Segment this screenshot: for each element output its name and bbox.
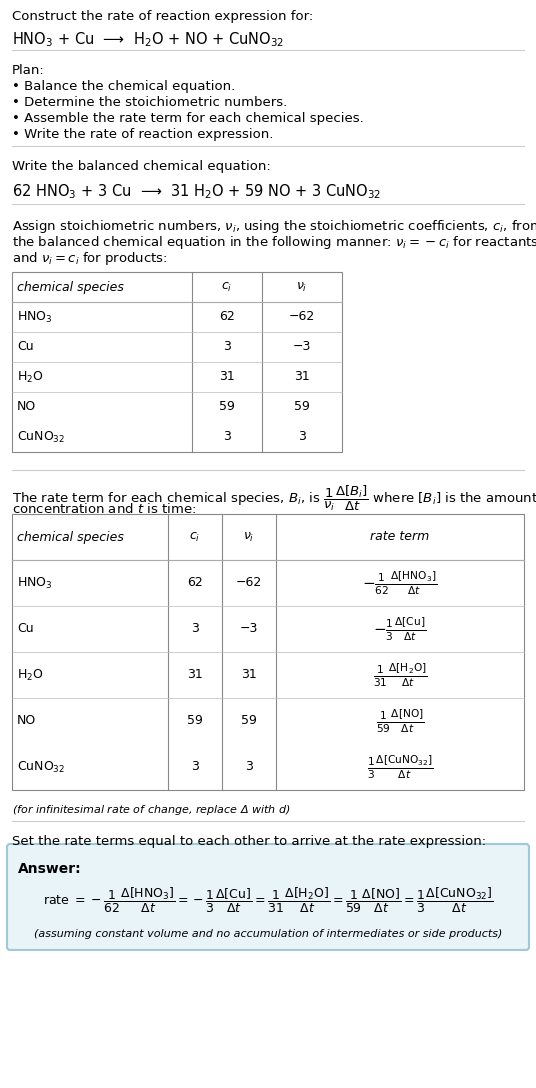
Text: $-\frac{1}{3}\frac{\Delta[\mathrm{Cu}]}{\Delta t}$: $-\frac{1}{3}\frac{\Delta[\mathrm{Cu}]}{… [374,615,427,643]
Text: Assign stoichiometric numbers, $\nu_i$, using the stoichiometric coefficients, $: Assign stoichiometric numbers, $\nu_i$, … [12,218,536,235]
Text: HNO$_3$: HNO$_3$ [17,309,53,324]
Text: CuNO$_{32}$: CuNO$_{32}$ [17,759,65,775]
Text: 31: 31 [187,668,203,681]
Text: • Determine the stoichiometric numbers.: • Determine the stoichiometric numbers. [12,96,287,109]
Text: Answer:: Answer: [18,862,81,876]
Text: $\frac{1}{3}\frac{\Delta[\mathrm{CuNO_{32}}]}{\Delta t}$: $\frac{1}{3}\frac{\Delta[\mathrm{CuNO_{3… [367,753,434,781]
Text: −3: −3 [293,341,311,354]
Text: CuNO$_{32}$: CuNO$_{32}$ [17,430,65,445]
Text: 62: 62 [219,310,235,323]
Text: chemical species: chemical species [17,281,124,294]
Text: The rate term for each chemical species, $B_i$, is $\dfrac{1}{\nu_i}\dfrac{\Delt: The rate term for each chemical species,… [12,484,536,514]
Text: 62: 62 [187,577,203,590]
Text: 59: 59 [219,400,235,413]
Text: 59: 59 [241,715,257,728]
Text: 62 HNO$_3$ + 3 Cu  ⟶  31 H$_2$O + 59 NO + 3 CuNO$_{32}$: 62 HNO$_3$ + 3 Cu ⟶ 31 H$_2$O + 59 NO + … [12,182,381,200]
Text: 31: 31 [219,371,235,383]
Text: 31: 31 [294,371,310,383]
Text: chemical species: chemical species [17,531,124,544]
Text: NO: NO [17,400,36,413]
Text: $\nu_i$: $\nu_i$ [296,281,308,294]
Text: −3: −3 [240,622,258,635]
Text: • Assemble the rate term for each chemical species.: • Assemble the rate term for each chemic… [12,112,364,125]
Text: rate $= -\dfrac{1}{62}\dfrac{\Delta[\mathrm{HNO_3}]}{\Delta t} = -\dfrac{1}{3}\d: rate $= -\dfrac{1}{62}\dfrac{\Delta[\mat… [43,886,493,915]
Text: and $\nu_i = c_i$ for products:: and $\nu_i = c_i$ for products: [12,250,168,267]
Text: HNO$_3$: HNO$_3$ [17,576,53,591]
Text: HNO$_3$ + Cu  ⟶  H$_2$O + NO + CuNO$_{32}$: HNO$_3$ + Cu ⟶ H$_2$O + NO + CuNO$_{32}$ [12,30,284,49]
Text: 31: 31 [241,668,257,681]
Text: 3: 3 [223,341,231,354]
Text: $c_i$: $c_i$ [221,281,233,294]
Text: Construct the rate of reaction expression for:: Construct the rate of reaction expressio… [12,10,313,23]
Text: Plan:: Plan: [12,64,44,77]
Text: 59: 59 [294,400,310,413]
Text: Set the rate terms equal to each other to arrive at the rate expression:: Set the rate terms equal to each other t… [12,834,486,848]
Text: 3: 3 [191,622,199,635]
Text: H$_2$O: H$_2$O [17,370,43,384]
Text: $-\frac{1}{62}\frac{\Delta[\mathrm{HNO_3}]}{\Delta t}$: $-\frac{1}{62}\frac{\Delta[\mathrm{HNO_3… [362,569,438,597]
Text: Cu: Cu [17,341,34,354]
Text: Write the balanced chemical equation:: Write the balanced chemical equation: [12,160,271,173]
Text: H$_2$O: H$_2$O [17,667,43,682]
Text: $\frac{1}{31}\frac{\Delta[\mathrm{H_2O}]}{\Delta t}$: $\frac{1}{31}\frac{\Delta[\mathrm{H_2O}]… [373,662,427,689]
Text: 3: 3 [223,431,231,444]
Text: 3: 3 [245,761,253,774]
Text: Cu: Cu [17,622,34,635]
Bar [12,514,524,790]
Text: the balanced chemical equation in the following manner: $\nu_i = -c_i$ for react: the balanced chemical equation in the fo… [12,234,536,251]
Text: rate term: rate term [370,531,430,544]
Text: • Balance the chemical equation.: • Balance the chemical equation. [12,81,235,92]
Text: 3: 3 [191,761,199,774]
Text: • Write the rate of reaction expression.: • Write the rate of reaction expression. [12,128,273,141]
Text: 59: 59 [187,715,203,728]
FancyBboxPatch shape [7,844,529,950]
Bar [12,272,342,452]
Text: −62: −62 [289,310,315,323]
Text: (assuming constant volume and no accumulation of intermediates or side products): (assuming constant volume and no accumul… [34,929,502,939]
Text: −62: −62 [236,577,262,590]
Text: (for infinitesimal rate of change, replace Δ with $d$): (for infinitesimal rate of change, repla… [12,803,291,817]
Text: concentration and $t$ is time:: concentration and $t$ is time: [12,502,196,516]
Text: NO: NO [17,715,36,728]
Text: $\frac{1}{59}\frac{\Delta[\mathrm{NO}]}{\Delta t}$: $\frac{1}{59}\frac{\Delta[\mathrm{NO}]}{… [376,707,425,734]
Text: $\nu_i$: $\nu_i$ [243,531,255,544]
Text: 3: 3 [298,431,306,444]
Text: $c_i$: $c_i$ [189,531,200,544]
